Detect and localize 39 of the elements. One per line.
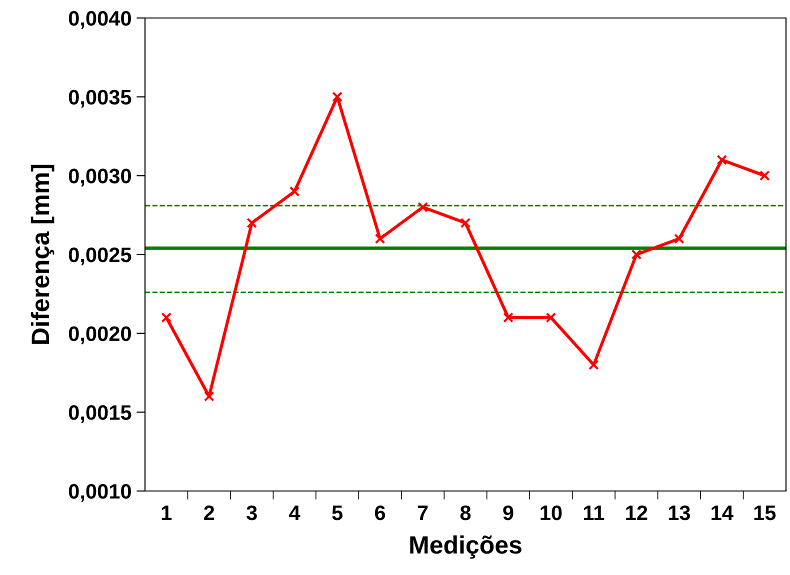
x-tick-label: 10 [540, 505, 562, 520]
point [374, 234, 386, 244]
y-tick-label: 0,0015 [68, 405, 132, 423]
y-tick-label: 0,0025 [68, 248, 132, 266]
y-tick-label: 0,0030 [68, 168, 131, 186]
x-tick-label: 12 [626, 505, 648, 520]
y-tick-label: 0,0040 [68, 11, 131, 29]
x-tick-label: 11 [584, 506, 604, 520]
point [546, 312, 556, 323]
point [716, 154, 728, 166]
x-tick-label: 7 [418, 506, 428, 520]
y-tick-label: 0,0020 [68, 326, 131, 344]
x-tick-label: 5 [332, 506, 343, 520]
point [332, 92, 343, 102]
point [631, 249, 642, 260]
x-tick-label: 9 [503, 505, 514, 520]
x-tick-label: 4 [289, 506, 300, 520]
point [674, 234, 684, 244]
point [161, 312, 172, 323]
x-axis-title: Medições [410, 535, 522, 559]
x-tick-label: 14 [712, 506, 734, 520]
y-axis-title: Diferença [mm] [30, 164, 54, 344]
x-tick-label: 6 [375, 505, 386, 520]
point [246, 218, 258, 228]
x-tick-label: 3 [246, 505, 257, 520]
x-tick-label: 8 [460, 505, 471, 520]
point [503, 312, 514, 323]
point [759, 170, 770, 181]
point [204, 391, 214, 402]
x-tick-label: 2 [204, 505, 214, 520]
y-tick-label: 0,0035 [68, 90, 132, 108]
point [289, 186, 300, 197]
point [418, 202, 428, 212]
point [460, 218, 471, 228]
x-tick-label: 15 [754, 506, 776, 520]
x-tick-label: 1 [162, 506, 172, 520]
y-tick-label: 0,0010 [68, 484, 131, 502]
x-tick-label: 13 [668, 505, 690, 520]
point [588, 360, 599, 370]
